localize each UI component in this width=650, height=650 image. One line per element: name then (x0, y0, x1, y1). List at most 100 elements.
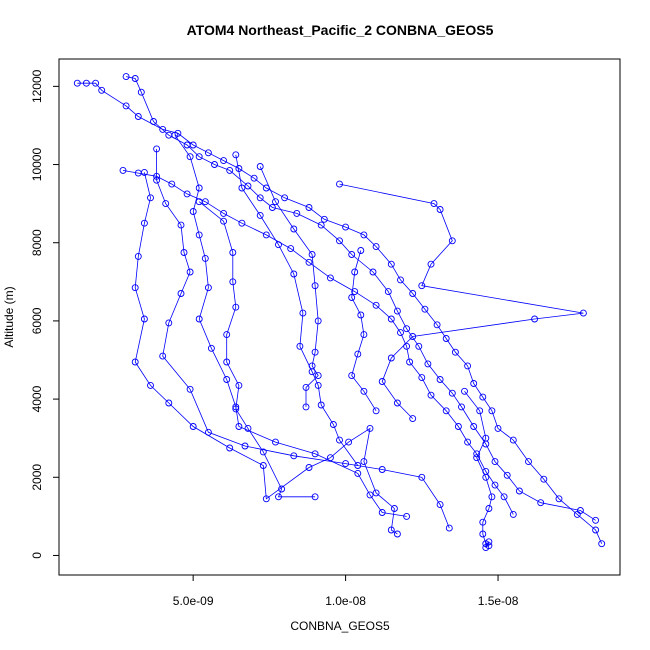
series-4-point-7 (165, 319, 173, 327)
series-3-point-18 (372, 489, 380, 497)
series-11-point-11 (485, 538, 493, 546)
series-3-point-19 (390, 505, 398, 512)
series-4-point-17 (445, 524, 453, 532)
x-axis-ticks: 5.0e-09 1.0e-08 1.5e-08 (173, 575, 519, 608)
series-5-point-4 (195, 231, 203, 239)
series-8-point-3 (308, 251, 316, 258)
series-11-point-3 (473, 454, 481, 462)
series-0-point-31 (494, 424, 502, 432)
series-6-point-7 (235, 381, 243, 389)
series-3-line (134, 172, 398, 535)
series-2-point-14 (387, 315, 395, 323)
series-0-point-16 (320, 215, 328, 223)
series-8-point-4 (311, 282, 319, 290)
series-4-point-13 (342, 460, 350, 468)
series-0-point-28 (470, 380, 478, 387)
series-5-point-3 (189, 208, 197, 215)
series-2-point-3 (168, 180, 176, 188)
series-2-point-2 (153, 172, 161, 180)
series-11-point-4 (482, 473, 490, 481)
series-3-point-11 (259, 462, 267, 469)
series-0-point-11 (235, 165, 243, 172)
series-1-point-2 (137, 88, 145, 96)
series-1-point-24 (458, 403, 465, 411)
series-6-point-13 (311, 493, 319, 501)
series-2-point-20 (442, 407, 450, 415)
chart-title: ATOM4 Northeast_Pacific_2 CONBNA_GEOS5 (187, 22, 494, 38)
series-2-point-23 (473, 450, 481, 458)
series-3-point-20 (387, 526, 395, 534)
series-7-point-2 (256, 211, 264, 219)
series-5-line (174, 134, 407, 517)
series-0-point-3 (98, 86, 106, 94)
series-2-line (122, 170, 514, 515)
series-10-point-3 (357, 311, 365, 319)
series-3-point-6 (131, 358, 139, 366)
series-0-point-29 (479, 393, 487, 401)
series-3-point-3 (134, 252, 142, 260)
series-7-point-4 (290, 270, 298, 278)
series-2-point-4 (183, 190, 191, 198)
series-5-point-1 (186, 153, 194, 161)
x-tick-label-2: 1.5e-08 (478, 594, 519, 608)
series-0-point-35 (555, 495, 563, 503)
series-4-point-16 (436, 501, 444, 509)
y-axis-ticks: 0 2000 4000 6000 8000 10000 12000 (30, 69, 59, 559)
series-4-point-4 (180, 249, 188, 256)
series-2-point-22 (464, 438, 472, 446)
series-3-point-9 (189, 423, 197, 430)
series-7-point-0 (232, 151, 240, 159)
series-10-point-1 (351, 268, 359, 276)
series-1-point-22 (436, 376, 444, 383)
series-5-point-11 (235, 423, 243, 430)
series-1-point-14 (336, 237, 343, 245)
series-6-point-3 (229, 278, 237, 286)
series-11-point-6 (485, 505, 493, 512)
series-5-point-16 (378, 509, 386, 516)
series-0-point-26 (451, 348, 459, 356)
series-1-point-13 (317, 221, 325, 229)
series-4-point-10 (204, 428, 212, 436)
series-4-point-2 (162, 200, 170, 208)
series-0-point-32 (509, 436, 517, 444)
series-1-point-29 (515, 487, 523, 495)
series-7-point-5 (299, 309, 307, 317)
series-0-point-23 (421, 305, 429, 313)
series-7-point-11 (336, 436, 343, 444)
series-4-point-8 (159, 352, 167, 360)
series-0-point-10 (220, 157, 228, 165)
x-tick-label-1: 1.0e-08 (325, 594, 366, 608)
series-9-point-5 (418, 282, 426, 290)
series-3-point-15 (345, 438, 353, 446)
series-7-point-9 (317, 401, 325, 409)
series-11-point-12 (485, 542, 493, 550)
series-3-point-1 (147, 194, 154, 202)
series-9-point-1 (430, 200, 438, 208)
series-8-point-0 (256, 163, 264, 170)
series-3-point-12 (262, 495, 270, 503)
series-1-point-17 (384, 288, 392, 296)
series-10-point-6 (348, 372, 356, 380)
series-2-point-21 (454, 423, 462, 430)
series-1-point-6 (195, 153, 203, 161)
series-6-point-10 (259, 448, 267, 456)
series-5-point-9 (223, 376, 231, 383)
series-2-point-10 (305, 258, 313, 266)
series-1-point-12 (293, 209, 301, 217)
series-4-point-15 (418, 473, 426, 481)
series-6-point-8 (232, 405, 240, 413)
series-2-point-18 (418, 374, 426, 382)
series-11-point-1 (476, 407, 484, 415)
series-5-point-15 (366, 491, 374, 499)
series-5-point-17 (403, 512, 411, 520)
series-4-point-1 (153, 176, 161, 184)
series-6-point-4 (232, 303, 240, 311)
series-1-point-0 (122, 73, 130, 81)
series-5-point-2 (195, 184, 203, 192)
series-8-point-6 (311, 348, 319, 356)
series-1-point-23 (448, 389, 456, 397)
series-10-line (351, 250, 377, 412)
series-10-point-7 (360, 387, 368, 395)
series-1-point-16 (369, 268, 377, 276)
series-1-point-7 (211, 161, 218, 168)
